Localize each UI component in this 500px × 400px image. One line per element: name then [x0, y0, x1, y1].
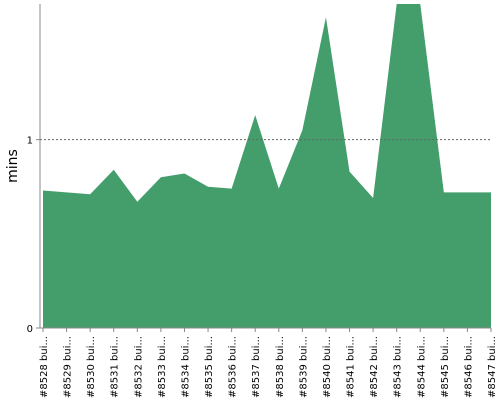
- y-ticks: 01: [27, 136, 40, 335]
- x-tick-label: #8544 bui...: [416, 336, 427, 398]
- x-tick-label: #8546 bui...: [463, 336, 474, 398]
- x-tick-label: #8543 bui...: [393, 336, 404, 398]
- x-tick-label: #8529 bui...: [63, 336, 74, 398]
- x-tick-label: #8539 bui...: [298, 336, 309, 398]
- x-tick-label: #8542 bui...: [369, 336, 380, 398]
- x-tick-label: #8537 bui...: [251, 336, 262, 398]
- x-tick-label: #8534 bui...: [180, 336, 191, 398]
- x-tick-label: #8541 bui...: [346, 336, 357, 398]
- plot-area: [40, 4, 491, 328]
- x-tick-label: #8528 bui...: [39, 336, 50, 398]
- x-ticks: #8528 bui... #8529 bui... #8530 bui... #853…: [39, 328, 498, 398]
- x-tick-label: #8532 bui...: [133, 336, 144, 398]
- x-tick-label: #8533 bui...: [157, 336, 168, 398]
- y-tick-label: 1: [27, 136, 33, 147]
- area-series-0: [43, 4, 491, 328]
- x-tick-label: #8547 bui...: [487, 336, 498, 398]
- x-tick-label: #8530 bui...: [86, 336, 97, 398]
- x-tick-label: #8538 bui...: [275, 336, 286, 398]
- y-axis-title: mins: [5, 149, 21, 183]
- x-tick-label: #8536 bui...: [228, 336, 239, 398]
- x-tick-label: #8540 bui...: [322, 336, 333, 398]
- y-tick-label: 0: [27, 324, 33, 335]
- x-tick-label: #8535 bui...: [204, 336, 215, 398]
- x-tick-label: #8545 bui...: [440, 336, 451, 398]
- x-tick-label: #8531 bui...: [110, 336, 121, 398]
